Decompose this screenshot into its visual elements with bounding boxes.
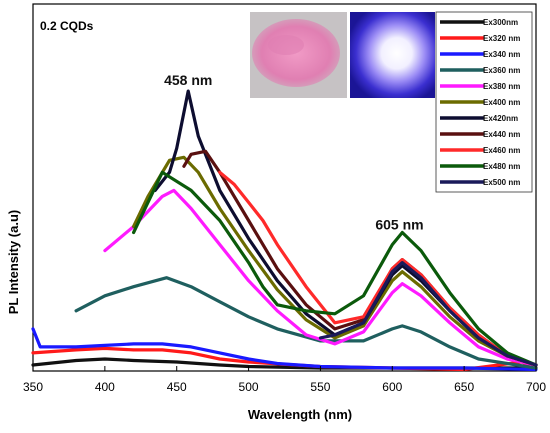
legend-item-1: Ex300nm <box>440 18 518 27</box>
series-line-9 <box>218 170 538 367</box>
legend-item-2: Ex320 nm <box>440 34 520 43</box>
legend-item-4: Ex360 nm <box>440 66 520 75</box>
x-tick-label-550: 550 <box>310 380 330 394</box>
legend-item-5: Ex380 nm <box>440 82 520 91</box>
x-tick-label-650: 650 <box>454 380 474 394</box>
legend-label-5: Ex380 nm <box>483 82 520 91</box>
legend-label-3: Ex340 nm <box>483 50 520 59</box>
x-tick-label-350: 350 <box>23 380 43 394</box>
legend-label-1: Ex300nm <box>483 18 518 27</box>
pink-powder-photo <box>250 12 347 98</box>
legend-item-11: Ex500 nm <box>440 178 520 187</box>
x-tick-label-600: 600 <box>382 380 402 394</box>
legend-item-9: Ex460 nm <box>440 146 520 155</box>
x-tick-label-700: 700 <box>526 380 546 394</box>
x-tick-label-500: 500 <box>239 380 259 394</box>
legend-label-10: Ex480 nm <box>483 162 520 171</box>
legend-item-3: Ex340 nm <box>440 50 520 59</box>
series-line-11 <box>318 261 538 367</box>
legend-item-7: Ex420nm <box>440 114 518 123</box>
series-line-6 <box>132 155 538 367</box>
legend-label-11: Ex500 nm <box>483 178 520 187</box>
legend-label-7: Ex420nm <box>483 114 518 123</box>
legend-label-2: Ex320 nm <box>483 34 520 43</box>
uv-glow-photo <box>350 12 435 98</box>
plot-frame <box>32 3 537 372</box>
x-axis-label: Wavelength (nm) <box>248 407 352 422</box>
legend-label-6: Ex400 nm <box>483 98 520 107</box>
series-line-10 <box>132 170 538 367</box>
legend-item-10: Ex480 nm <box>440 162 520 171</box>
series-line-3 <box>31 327 538 372</box>
y-axis-label: PL Intensity (a.u) <box>6 210 21 315</box>
series-line-4 <box>74 276 538 370</box>
legend-label-4: Ex360 nm <box>483 66 520 75</box>
legend-label-8: Ex440 nm <box>483 130 520 139</box>
legend-item-6: Ex400 nm <box>440 98 520 107</box>
peak-annotation-1: 458 nm <box>164 72 212 88</box>
legend-item-8: Ex440 nm <box>440 130 520 139</box>
x-tick-label-400: 400 <box>95 380 115 394</box>
peak-annotation-2: 605 nm <box>375 217 423 233</box>
panel-label: 0.2 CQDs <box>40 19 94 33</box>
legend-label-9: Ex460 nm <box>483 146 520 155</box>
x-tick-label-450: 450 <box>167 380 187 394</box>
